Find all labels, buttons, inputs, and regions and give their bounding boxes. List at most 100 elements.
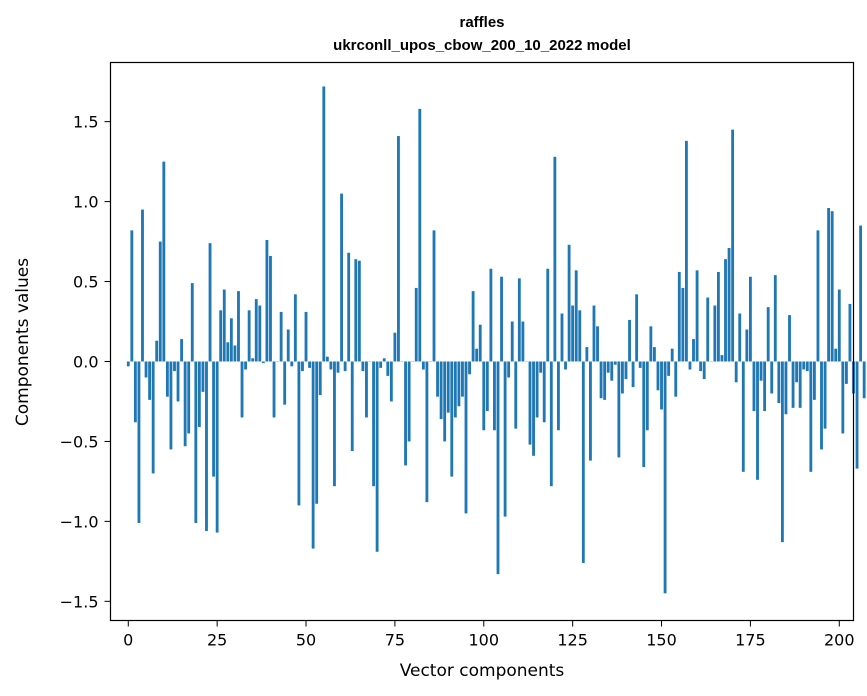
- bar: [823, 361, 827, 429]
- bar: [471, 291, 475, 362]
- bar: [397, 136, 400, 362]
- bar: [734, 361, 738, 383]
- bar: [567, 244, 571, 362]
- y-tick-label: 0.5: [73, 273, 98, 292]
- bar: [720, 355, 724, 362]
- bar: [503, 361, 507, 517]
- bar: [464, 361, 468, 514]
- bar: [197, 361, 201, 428]
- bar: [361, 361, 365, 372]
- bar: [151, 361, 155, 474]
- bar: [393, 332, 397, 362]
- bar: [780, 361, 784, 543]
- bar: [404, 361, 407, 466]
- bar: [596, 326, 599, 362]
- bar: [130, 230, 134, 362]
- bar: [237, 291, 240, 362]
- bar: [279, 311, 283, 362]
- bar: [269, 255, 272, 362]
- bar: [517, 278, 521, 362]
- bar: [308, 361, 311, 368]
- bar: [770, 361, 774, 394]
- bar: [496, 361, 500, 575]
- bar: [485, 361, 489, 412]
- bar: [144, 361, 148, 378]
- bar: [692, 339, 695, 362]
- bar: [325, 356, 329, 362]
- bar: [713, 305, 717, 362]
- bar: [347, 252, 351, 362]
- bar: [133, 361, 137, 423]
- bar: [791, 361, 795, 408]
- x-tick-label: 200: [824, 631, 855, 650]
- bar: [219, 310, 223, 362]
- bar: [194, 361, 198, 523]
- bar: [827, 208, 831, 362]
- bar: [258, 305, 262, 362]
- bar: [855, 361, 859, 469]
- bar: [613, 361, 617, 365]
- y-axis-ticks: −1.5 −1.0 −0.5 0.0 0.5 1.0 1.5: [60, 113, 111, 611]
- x-tick-label: 25: [207, 631, 227, 650]
- bar: [443, 361, 447, 442]
- bar: [333, 361, 336, 487]
- bar: [745, 329, 749, 362]
- bar: [784, 361, 788, 415]
- bar: [215, 361, 219, 533]
- bar: [546, 268, 550, 362]
- bar: [738, 313, 742, 362]
- bar: [283, 361, 287, 405]
- bar: [293, 294, 297, 362]
- bar: [606, 361, 610, 373]
- bar: [265, 239, 269, 362]
- bar: [311, 361, 315, 549]
- bar: [141, 209, 144, 362]
- x-tick-label: 50: [296, 631, 316, 650]
- bar: [695, 270, 699, 362]
- bar: [478, 324, 482, 362]
- bar: [247, 310, 251, 362]
- y-axis-label: Components values: [13, 258, 33, 426]
- bar: [350, 361, 354, 452]
- x-axis-label: Vector components: [400, 661, 565, 681]
- bar: [837, 289, 841, 362]
- bar: [304, 311, 308, 362]
- bar: [251, 358, 255, 362]
- bar: [461, 361, 464, 397]
- bar: [645, 361, 649, 431]
- x-axis-ticks: 0 25 50 75 100 125 150 175 200: [123, 620, 855, 650]
- bar: [315, 361, 319, 504]
- chart-subtitle: ukrconll_upos_cbow_200_10_2022 model: [333, 37, 631, 54]
- y-tick-label: −1.5: [60, 592, 99, 611]
- bar: [453, 361, 457, 418]
- bar: [148, 361, 152, 400]
- bar: [482, 361, 486, 431]
- bar: [165, 361, 169, 397]
- bar: [500, 276, 503, 362]
- bar: [535, 361, 539, 418]
- y-tick-label: −0.5: [60, 432, 99, 451]
- bar: [574, 270, 578, 362]
- bar: [244, 361, 248, 370]
- bar: [635, 294, 639, 362]
- bar: [585, 347, 589, 362]
- bar: [766, 307, 770, 362]
- bar: [286, 329, 290, 362]
- bar: [261, 361, 265, 364]
- bar: [649, 326, 653, 362]
- bar: [272, 361, 276, 418]
- bar: [155, 340, 159, 362]
- bar: [581, 361, 585, 563]
- bar: [670, 348, 674, 362]
- bar: [560, 313, 564, 362]
- bar: [741, 361, 745, 472]
- bar: [329, 361, 333, 370]
- bar: [549, 361, 553, 487]
- bar: [137, 361, 141, 523]
- bar: [542, 361, 546, 423]
- x-tick-label: 100: [469, 631, 500, 650]
- bar: [684, 140, 688, 362]
- bar: [382, 358, 386, 362]
- bar: [564, 361, 567, 370]
